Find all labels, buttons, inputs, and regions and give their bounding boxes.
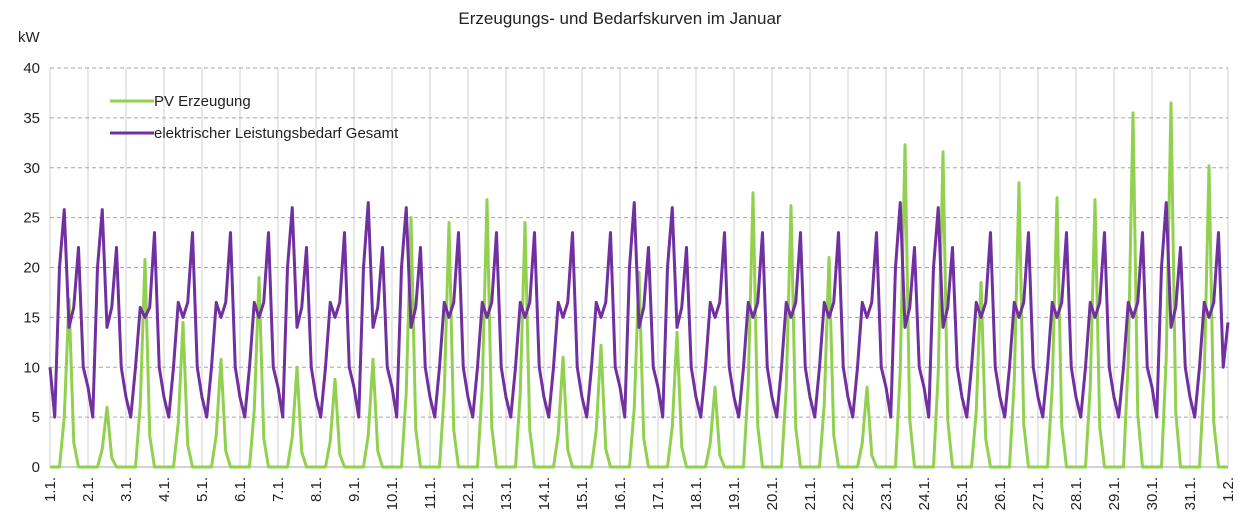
x-tick-label: 24.1. xyxy=(916,477,933,510)
x-tick-label: 15.1. xyxy=(574,477,591,510)
x-tick-label: 19.1. xyxy=(726,477,743,510)
x-tick-label: 5.1. xyxy=(194,477,211,502)
y-tick-label: 10 xyxy=(23,359,40,376)
y-tick-label: 20 xyxy=(23,260,40,277)
y-tick-label: 25 xyxy=(23,210,40,227)
legend-label: elektrischer Leistungsbedarf Gesamt xyxy=(154,125,399,142)
x-tick-label: 26.1. xyxy=(992,477,1009,510)
data-line xyxy=(48,201,1230,419)
x-tick-label: 9.1. xyxy=(346,477,363,502)
x-tick-label: 29.1. xyxy=(1106,477,1123,510)
x-tick-label: 3.1. xyxy=(118,477,135,502)
x-tick-label: 21.1. xyxy=(802,477,819,510)
x-tick-label: 30.1. xyxy=(1144,477,1161,510)
x-tick-label: 20.1. xyxy=(764,477,781,510)
y-tick-label: 30 xyxy=(23,160,40,177)
y-tick-label: 15 xyxy=(23,309,40,326)
y-tick-label: 0 xyxy=(32,459,40,476)
x-tick-label: 6.1. xyxy=(232,477,249,502)
x-tick-label: 10.1. xyxy=(384,477,401,510)
x-tick-label: 28.1. xyxy=(1068,477,1085,510)
legend-label: PV Erzeugung xyxy=(154,93,251,110)
x-tick-label: 11.1. xyxy=(422,477,439,509)
x-tick-label: 25.1. xyxy=(954,477,971,510)
x-tick-label: 27.1. xyxy=(1030,477,1047,510)
x-tick-label: 2.1. xyxy=(80,477,97,502)
y-axis-label: kW xyxy=(18,29,41,46)
x-tick-label: 8.1. xyxy=(308,477,325,502)
x-tick-label: 23.1. xyxy=(878,477,895,510)
x-tick-label: 1.1. xyxy=(42,477,59,502)
x-tick-label: 31.1. xyxy=(1182,477,1199,510)
x-tick-label: 22.1. xyxy=(840,477,857,510)
x-tick-label: 1.2. xyxy=(1220,477,1237,502)
x-tick-label: 18.1. xyxy=(688,477,705,510)
x-tick-label: 14.1. xyxy=(536,477,553,510)
data-line xyxy=(50,101,1228,469)
y-tick-label: 40 xyxy=(23,60,40,77)
chart-title: Erzeugungs- und Bedarfskurven im Januar xyxy=(458,9,782,28)
x-tick-label: 4.1. xyxy=(156,477,173,502)
y-tick-label: 35 xyxy=(23,110,40,127)
x-tick-label: 12.1. xyxy=(460,477,477,510)
y-tick-label: 5 xyxy=(32,409,40,426)
x-tick-label: 7.1. xyxy=(270,477,287,502)
x-tick-label: 13.1. xyxy=(498,477,515,510)
x-tick-label: 17.1. xyxy=(650,477,667,510)
x-tick-label: 16.1. xyxy=(612,477,629,510)
